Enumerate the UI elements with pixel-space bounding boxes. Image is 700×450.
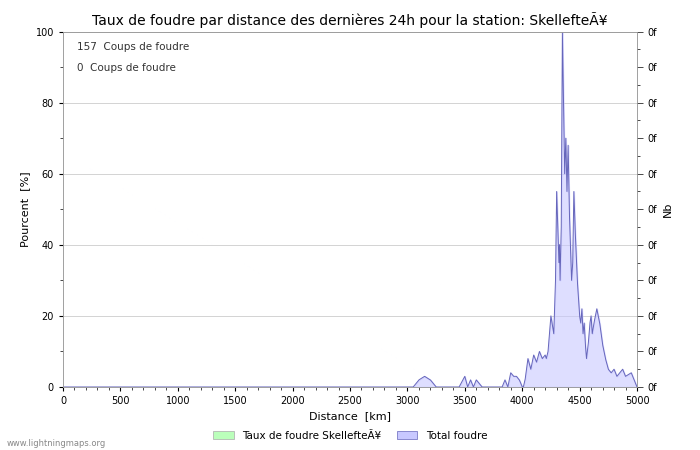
X-axis label: Distance  [km]: Distance [km] [309, 412, 391, 422]
Legend: Taux de foudre SkellefteÃ¥, Total foudre: Taux de foudre SkellefteÃ¥, Total foudre [209, 427, 491, 445]
Y-axis label: Nb: Nb [662, 202, 673, 217]
Y-axis label: Pourcent  [%]: Pourcent [%] [20, 171, 30, 247]
Text: 157  Coups de foudre: 157 Coups de foudre [77, 42, 190, 52]
Text: 0  Coups de foudre: 0 Coups de foudre [77, 63, 176, 73]
Title: Taux de foudre par distance des dernières 24h pour la station: SkellefteÃ¥: Taux de foudre par distance des dernière… [92, 12, 608, 27]
Text: www.lightningmaps.org: www.lightningmaps.org [7, 439, 106, 448]
